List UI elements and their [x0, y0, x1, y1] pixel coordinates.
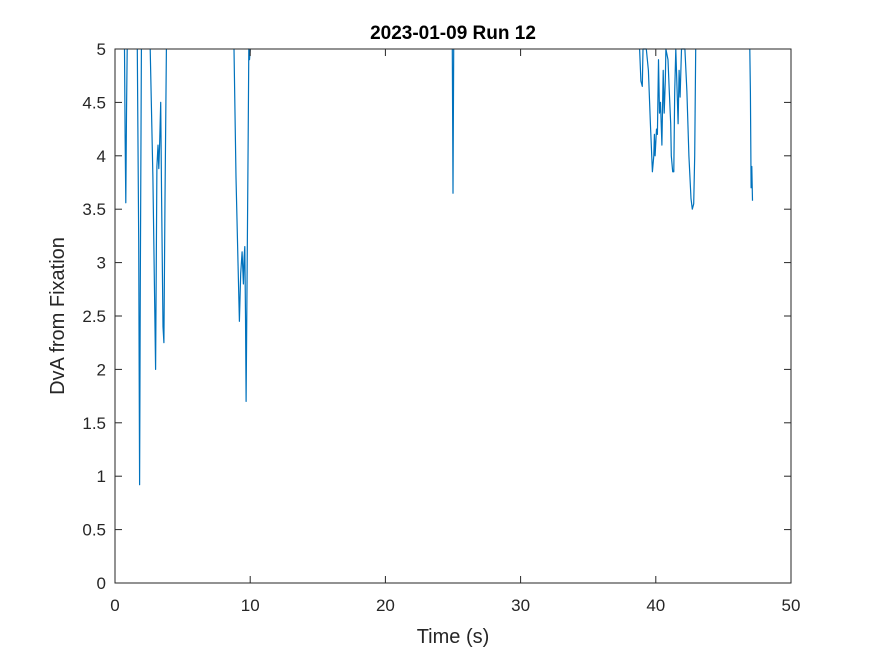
y-tick-label: 1.5	[82, 414, 106, 433]
y-axis-label: DvA from Fixation	[47, 237, 69, 395]
y-tick-label: 2	[97, 360, 106, 379]
plot-area: 0 10 20 30 40 50 0 0.5 1 1.5 2 2.5 3 3.5 4 4.5 5	[82, 40, 800, 615]
data-lines	[123, 48, 754, 486]
y-tick-label: 5	[97, 40, 106, 59]
y-tick-label: 3.5	[82, 200, 106, 219]
series-line-segment	[149, 48, 167, 370]
y-tick-label: 0.5	[82, 521, 106, 540]
series-line-segment	[136, 48, 142, 486]
y-tick-label: 3	[97, 254, 106, 273]
series-line-segment	[639, 48, 697, 210]
series-line-segment	[749, 48, 754, 201]
x-tick-label: 40	[646, 596, 665, 615]
x-tick-label: 10	[241, 596, 260, 615]
x-tick-label: 0	[110, 596, 119, 615]
y-ticks: 0 0.5 1 1.5 2 2.5 3 3.5 4 4.5 5	[82, 40, 791, 593]
series-line-segment	[233, 48, 251, 402]
series-line-segment	[451, 48, 455, 194]
x-axis-label: Time (s)	[417, 626, 490, 648]
series-line-segment	[123, 48, 128, 204]
y-tick-label: 4	[97, 147, 106, 166]
x-tick-label: 30	[511, 596, 530, 615]
chart-title: 2023-01-09 Run 12	[370, 23, 536, 44]
y-tick-label: 2.5	[82, 307, 106, 326]
y-tick-label: 1	[97, 467, 106, 486]
y-tick-label: 0	[97, 574, 106, 593]
x-ticks: 0 10 20 30 40 50	[110, 49, 800, 615]
y-tick-label: 4.5	[82, 93, 106, 112]
x-tick-label: 20	[376, 596, 395, 615]
x-tick-label: 50	[782, 596, 801, 615]
